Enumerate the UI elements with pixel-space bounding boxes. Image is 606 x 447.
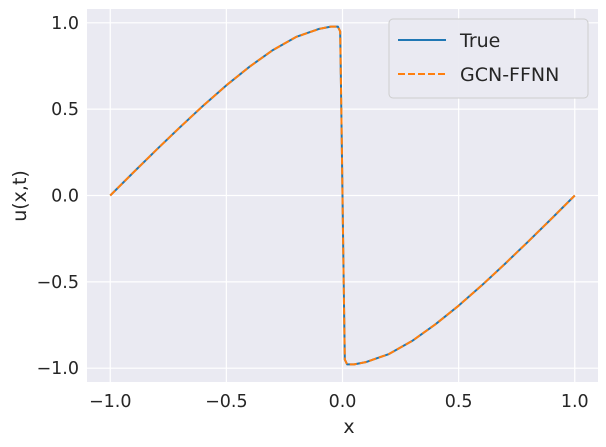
- x-tick-label: 0.5: [445, 392, 473, 412]
- y-tick-labels: −1.0 −0.5 0.0 0.5 1.0: [37, 14, 80, 379]
- y-tick-label: 1.0: [51, 14, 79, 34]
- legend-label-gcn-ffnn: GCN-FFNN: [460, 64, 559, 86]
- y-tick-label: 0.0: [51, 187, 79, 207]
- x-tick-label: −0.5: [205, 392, 248, 412]
- y-tick-label: −1.0: [37, 359, 80, 379]
- x-axis-label: x: [343, 416, 354, 438]
- x-tick-labels: −1.0 −0.5 0.0 0.5 1.0: [89, 392, 589, 412]
- legend-label-true: True: [459, 30, 500, 52]
- x-tick-label: 1.0: [561, 392, 589, 412]
- y-tick-label: −0.5: [37, 273, 80, 293]
- y-axis-label: u(x,t): [9, 170, 31, 222]
- x-tick-label: 0.0: [329, 392, 357, 412]
- legend-box: [388, 18, 589, 99]
- legend: True GCN-FFNN: [388, 18, 589, 99]
- x-tick-label: −1.0: [89, 392, 132, 412]
- series-lines: [109, 25, 576, 366]
- y-tick-label: 0.5: [51, 100, 79, 120]
- series-line-gcn-ffnn: [109, 25, 576, 366]
